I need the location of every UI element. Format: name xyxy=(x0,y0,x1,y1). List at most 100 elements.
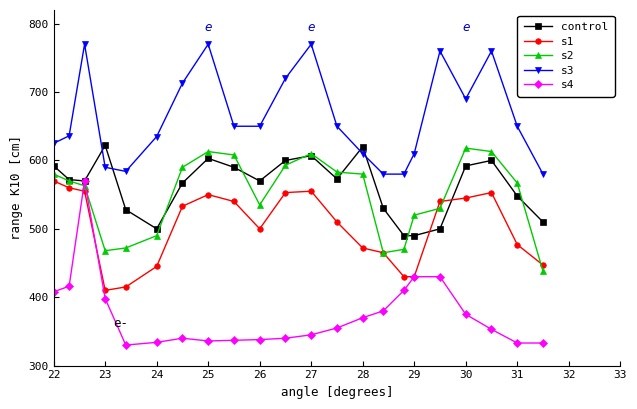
Line: s2: s2 xyxy=(50,145,547,275)
s4 xyxy=(101,296,109,301)
control xyxy=(81,178,89,183)
s3 xyxy=(380,172,387,177)
s4 xyxy=(308,333,315,337)
s2 xyxy=(282,163,289,168)
s2 xyxy=(539,269,547,274)
s2 xyxy=(122,245,129,250)
s2 xyxy=(178,165,186,170)
control xyxy=(66,177,73,182)
s1 xyxy=(101,288,109,293)
s2 xyxy=(400,247,408,252)
Line: s4: s4 xyxy=(51,178,546,348)
s1 xyxy=(400,274,408,279)
s3 xyxy=(153,134,161,139)
s3 xyxy=(513,124,521,129)
s4 xyxy=(256,337,264,342)
s2 xyxy=(81,183,89,188)
s2 xyxy=(359,172,366,177)
control xyxy=(513,193,521,198)
s4 xyxy=(178,336,186,341)
s4 xyxy=(66,284,73,289)
s4 xyxy=(333,326,341,330)
s2 xyxy=(153,233,161,238)
s1 xyxy=(204,192,212,197)
Text: e: e xyxy=(308,21,315,34)
s2 xyxy=(380,250,387,255)
s3 xyxy=(436,49,444,54)
s1 xyxy=(333,220,341,225)
control xyxy=(462,164,469,169)
s2 xyxy=(230,153,238,157)
control xyxy=(333,176,341,181)
Text: e: e xyxy=(204,21,212,34)
s3 xyxy=(539,172,547,177)
s1 xyxy=(66,185,73,190)
control xyxy=(50,164,57,169)
s1 xyxy=(81,189,89,194)
s4 xyxy=(539,341,547,346)
control xyxy=(204,156,212,161)
control xyxy=(410,233,418,238)
s1 xyxy=(308,189,315,194)
s3 xyxy=(66,133,73,138)
Line: s3: s3 xyxy=(50,41,547,178)
control xyxy=(122,207,129,212)
Text: e-: e- xyxy=(113,317,128,330)
s3 xyxy=(122,169,129,174)
s3 xyxy=(204,42,212,47)
s2 xyxy=(101,248,109,253)
s1 xyxy=(513,242,521,247)
s4 xyxy=(400,288,408,293)
s2 xyxy=(50,172,57,177)
control xyxy=(282,158,289,163)
s2 xyxy=(204,149,212,154)
control xyxy=(488,158,496,163)
s1 xyxy=(462,196,469,200)
s1 xyxy=(153,264,161,269)
control xyxy=(400,233,408,238)
s4 xyxy=(359,315,366,320)
s2 xyxy=(333,170,341,175)
s4 xyxy=(282,336,289,341)
s1 xyxy=(380,250,387,255)
s3 xyxy=(462,97,469,101)
s3 xyxy=(359,151,366,156)
control xyxy=(539,220,547,225)
control xyxy=(153,226,161,231)
s1 xyxy=(359,245,366,250)
s1 xyxy=(122,285,129,290)
s4 xyxy=(513,341,521,346)
s2 xyxy=(513,180,521,185)
Line: s1: s1 xyxy=(51,178,546,293)
control xyxy=(436,226,444,231)
s3 xyxy=(400,172,408,177)
s4 xyxy=(488,327,496,332)
s4 xyxy=(380,308,387,313)
s4 xyxy=(204,339,212,344)
Legend: control, s1, s2, s3, s4: control, s1, s2, s3, s4 xyxy=(517,16,615,97)
s1 xyxy=(282,190,289,195)
s2 xyxy=(488,149,496,154)
s2 xyxy=(256,202,264,207)
s1 xyxy=(50,178,57,183)
s1 xyxy=(178,204,186,209)
s1 xyxy=(230,199,238,204)
control xyxy=(178,180,186,185)
Y-axis label: range K10 [cm]: range K10 [cm] xyxy=(10,135,23,240)
s3 xyxy=(410,151,418,156)
s1 xyxy=(410,274,418,279)
s1 xyxy=(256,226,264,231)
s3 xyxy=(101,165,109,170)
Text: e: e xyxy=(462,21,469,34)
s3 xyxy=(333,124,341,129)
s4 xyxy=(122,343,129,348)
s3 xyxy=(230,124,238,129)
control xyxy=(256,178,264,183)
control xyxy=(101,143,109,148)
s3 xyxy=(488,49,496,54)
s3 xyxy=(308,42,315,47)
s4 xyxy=(230,338,238,343)
control xyxy=(359,144,366,149)
s1 xyxy=(488,190,496,195)
s4 xyxy=(436,274,444,279)
